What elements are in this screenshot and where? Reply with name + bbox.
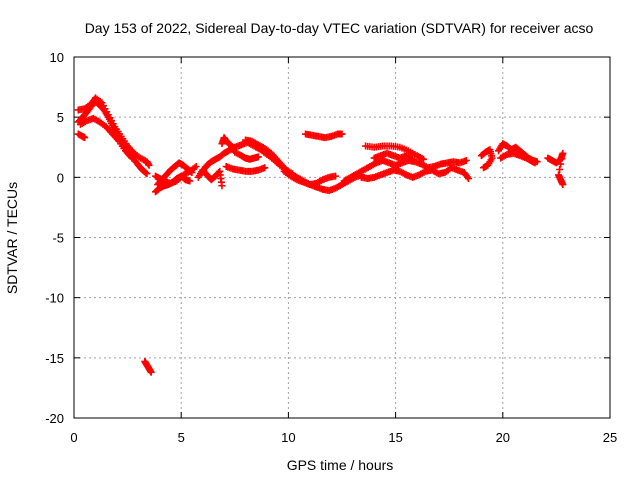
data-point <box>192 163 200 171</box>
data-point <box>261 164 269 172</box>
data-series <box>141 357 155 376</box>
data-point <box>338 130 346 138</box>
data-point <box>462 156 470 164</box>
data-series <box>194 166 226 190</box>
data-series <box>218 134 262 163</box>
data-series <box>222 163 269 175</box>
plot-frame <box>73 56 611 419</box>
data-point <box>147 368 155 376</box>
data-point <box>81 134 89 142</box>
data-series <box>357 164 472 183</box>
data-point <box>145 161 153 169</box>
data-series <box>151 163 200 187</box>
data-point <box>409 155 417 163</box>
data-point <box>254 153 262 161</box>
x-axis-label: GPS time / hours <box>287 457 394 473</box>
data-point <box>142 169 150 177</box>
y-tick-label: -20 <box>45 411 64 426</box>
data-point <box>464 175 472 183</box>
y-tick-label: 10 <box>50 50 64 65</box>
y-tick-label: 5 <box>57 110 64 125</box>
data-series <box>74 130 89 142</box>
y-tick-label: -10 <box>45 291 64 306</box>
data-series <box>477 146 496 172</box>
data-point <box>128 154 136 162</box>
x-axis-ticks: 0 5 10 15 20 25 <box>70 57 617 445</box>
data-point <box>556 166 564 174</box>
data-series <box>544 149 567 189</box>
data-point <box>463 173 471 181</box>
data-point <box>558 155 566 163</box>
data-point <box>332 172 340 180</box>
data-points <box>74 94 567 376</box>
data-point <box>480 164 488 172</box>
x-tick-label: 5 <box>178 430 185 445</box>
data-series <box>302 130 346 142</box>
y-axis-label: SDTVAR / TECUs <box>4 182 20 294</box>
x-tick-label: 25 <box>603 430 617 445</box>
x-tick-label: 15 <box>388 430 402 445</box>
data-series <box>280 167 340 189</box>
chart-title: Day 153 of 2022, Sidereal Day-to-day VTE… <box>85 20 594 36</box>
data-series <box>76 114 136 162</box>
data-series <box>74 94 153 169</box>
data-point <box>143 170 151 178</box>
y-tick-label: -15 <box>45 351 64 366</box>
data-series <box>370 149 417 163</box>
data-point <box>186 177 194 185</box>
data-point <box>559 181 567 189</box>
x-tick-label: 0 <box>70 430 77 445</box>
data-point <box>218 182 226 190</box>
data-point <box>557 160 565 168</box>
y-axis-ticks: 10 5 0 -5 -10 -15 -20 <box>45 50 610 426</box>
data-series <box>497 149 539 167</box>
x-tick-label: 20 <box>496 430 510 445</box>
y-tick-label: -5 <box>52 231 64 246</box>
data-series <box>495 140 541 166</box>
grid <box>74 57 610 418</box>
x-tick-label: 10 <box>281 430 295 445</box>
y-tick-label: 0 <box>57 170 64 185</box>
data-point <box>531 159 539 167</box>
data-point <box>559 149 567 157</box>
